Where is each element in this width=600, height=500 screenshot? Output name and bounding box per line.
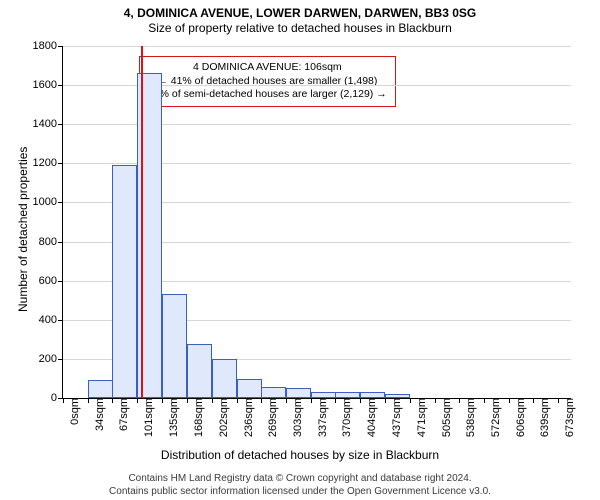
footer-attribution: Contains HM Land Registry data © Crown c…	[0, 473, 600, 498]
x-tick	[385, 398, 386, 403]
x-tick-label: 67sqm	[116, 398, 130, 442]
x-tick-label: 0sqm	[67, 398, 81, 442]
histogram-bar	[261, 387, 286, 398]
histogram-bar	[112, 165, 137, 398]
x-tick-label: 404sqm	[364, 398, 378, 442]
y-tick-label: 800	[39, 236, 63, 248]
y-tick-label: 1000	[33, 196, 63, 208]
y-tick-label: 0	[51, 392, 63, 404]
x-tick-label: 572sqm	[488, 398, 502, 442]
x-tick	[162, 398, 163, 403]
x-tick	[237, 398, 238, 403]
y-tick-label: 1400	[33, 118, 63, 130]
x-tick	[112, 398, 113, 403]
x-tick-label: 538sqm	[463, 398, 477, 442]
y-tick-label: 400	[39, 314, 63, 326]
chart-title-block: 4, DOMINICA AVENUE, LOWER DARWEN, DARWEN…	[0, 0, 600, 36]
x-tick-label: 168sqm	[191, 398, 205, 442]
x-tick-label: 303sqm	[290, 398, 304, 442]
histogram-bar	[88, 380, 113, 398]
y-tick-label: 200	[39, 353, 63, 365]
x-tick-label: 337sqm	[315, 398, 329, 442]
x-axis-title: Distribution of detached houses by size …	[0, 448, 600, 462]
x-tick-label: 437sqm	[389, 398, 403, 442]
histogram-bar	[212, 359, 237, 398]
x-tick-label: 639sqm	[537, 398, 551, 442]
x-tick-label: 236sqm	[241, 398, 255, 442]
x-tick-label: 505sqm	[439, 398, 453, 442]
histogram-bar	[237, 379, 262, 398]
x-tick	[212, 398, 213, 403]
x-tick	[360, 398, 361, 403]
plot-area: 4 DOMINICA AVENUE: 106sqm ← 41% of detac…	[62, 46, 571, 399]
x-tick	[311, 398, 312, 403]
x-tick	[335, 398, 336, 403]
x-tick	[88, 398, 89, 403]
x-tick-label: 34sqm	[92, 398, 106, 442]
x-tick-label: 269sqm	[265, 398, 279, 442]
reference-infobox: 4 DOMINICA AVENUE: 106sqm ← 41% of detac…	[139, 56, 396, 107]
reference-line	[141, 46, 143, 398]
y-axis-title: Number of detached properties	[16, 147, 30, 312]
x-tick	[187, 398, 188, 403]
x-tick	[137, 398, 138, 403]
footer-line1: Contains HM Land Registry data © Crown c…	[0, 473, 600, 486]
x-tick-label: 202sqm	[216, 398, 230, 442]
x-tick-label: 135sqm	[166, 398, 180, 442]
infobox-line3: 58% of semi-detached houses are larger (…	[148, 88, 387, 102]
x-tick	[558, 398, 559, 403]
x-tick	[509, 398, 510, 403]
y-tick-label: 1200	[33, 157, 63, 169]
x-tick	[63, 398, 64, 403]
x-tick	[435, 398, 436, 403]
x-tick	[533, 398, 534, 403]
chart-title-sub: Size of property relative to detached ho…	[0, 21, 600, 36]
y-tick-label: 600	[39, 275, 63, 287]
x-tick-label: 673sqm	[562, 398, 576, 442]
footer-line2: Contains public sector information licen…	[0, 486, 600, 499]
histogram-bar	[162, 294, 187, 398]
x-tick-label: 101sqm	[141, 398, 155, 442]
y-gridline	[63, 46, 571, 47]
histogram-bar	[286, 388, 311, 398]
histogram-bar	[187, 344, 212, 398]
y-tick-label: 1600	[33, 79, 63, 91]
x-tick	[484, 398, 485, 403]
infobox-line1: 4 DOMINICA AVENUE: 106sqm	[148, 61, 387, 75]
x-tick-label: 370sqm	[339, 398, 353, 442]
x-tick	[261, 398, 262, 403]
infobox-line2: ← 41% of detached houses are smaller (1,…	[148, 75, 387, 89]
x-tick-label: 471sqm	[414, 398, 428, 442]
x-tick-label: 606sqm	[513, 398, 527, 442]
x-tick	[410, 398, 411, 403]
x-tick	[286, 398, 287, 403]
y-tick-label: 1800	[33, 40, 63, 52]
chart-title-main: 4, DOMINICA AVENUE, LOWER DARWEN, DARWEN…	[0, 6, 600, 21]
x-tick	[459, 398, 460, 403]
